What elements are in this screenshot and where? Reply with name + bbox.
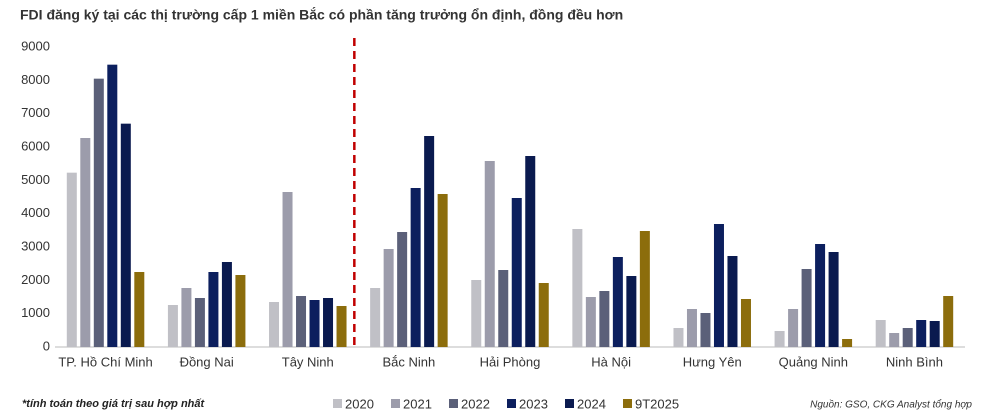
legend-swatch bbox=[449, 399, 458, 408]
legend-label: 2022 bbox=[461, 396, 490, 411]
bar bbox=[410, 188, 421, 347]
y-tick-label: 4000 bbox=[21, 205, 50, 220]
y-tick-label: 5000 bbox=[21, 172, 50, 187]
x-tick-label: Đồng Nai bbox=[180, 354, 234, 369]
legend-swatch bbox=[623, 399, 632, 408]
x-tick-label: Hải Phòng bbox=[480, 354, 541, 369]
bar bbox=[626, 276, 637, 347]
bar bbox=[383, 249, 394, 347]
x-tick-label: Tây Ninh bbox=[282, 354, 334, 369]
bar bbox=[134, 272, 145, 347]
x-tick-label: Quảng Ninh bbox=[779, 354, 848, 369]
bar bbox=[120, 123, 131, 348]
bar bbox=[599, 291, 610, 347]
legend-label: 9T2025 bbox=[635, 396, 679, 411]
y-tick-label: 8000 bbox=[21, 72, 50, 87]
bar bbox=[323, 298, 334, 347]
bar bbox=[437, 194, 448, 347]
y-tick-label: 0 bbox=[43, 338, 50, 353]
bar bbox=[902, 328, 913, 347]
bar bbox=[639, 231, 650, 347]
chart-title: FDI đăng ký tại các thị trường cấp 1 miề… bbox=[20, 6, 623, 23]
x-tick-label: TP. Hồ Chí Minh bbox=[58, 354, 152, 369]
bar bbox=[842, 339, 853, 347]
legend-label: 2023 bbox=[519, 396, 548, 411]
y-tick-label: 2000 bbox=[21, 272, 50, 287]
bar bbox=[713, 224, 724, 347]
bar bbox=[484, 161, 495, 347]
source: Nguồn: GSO, CKG Analyst tổng hợp bbox=[810, 399, 972, 411]
bar bbox=[774, 331, 785, 347]
y-tick-label: 6000 bbox=[21, 138, 50, 153]
bar bbox=[815, 244, 826, 347]
bar bbox=[370, 288, 381, 347]
bar bbox=[612, 257, 623, 347]
bar bbox=[828, 252, 839, 347]
bar bbox=[740, 299, 751, 347]
legend-label: 2024 bbox=[577, 396, 606, 411]
legend-label: 2021 bbox=[403, 396, 432, 411]
bar bbox=[194, 298, 205, 347]
bar bbox=[538, 283, 549, 347]
bar bbox=[875, 320, 886, 347]
bar bbox=[424, 136, 435, 347]
legend-label: 2020 bbox=[345, 396, 374, 411]
bar bbox=[336, 306, 347, 347]
bar bbox=[511, 198, 522, 347]
bar bbox=[943, 296, 954, 347]
y-tick-label: 1000 bbox=[21, 305, 50, 320]
bar bbox=[296, 296, 307, 347]
bar bbox=[801, 269, 812, 347]
bar bbox=[107, 64, 118, 348]
bar bbox=[80, 138, 91, 347]
y-tick-label: 3000 bbox=[21, 238, 50, 253]
bar bbox=[309, 300, 320, 347]
bar bbox=[221, 262, 232, 347]
bar bbox=[673, 328, 684, 347]
bar bbox=[269, 302, 280, 347]
bar bbox=[181, 288, 192, 347]
bar bbox=[282, 192, 293, 347]
bar bbox=[471, 280, 482, 347]
x-tick-label: Bắc Ninh bbox=[383, 354, 436, 369]
legend-swatch bbox=[507, 399, 516, 408]
x-tick-label: Ninh Bình bbox=[886, 354, 943, 369]
x-tick-label: Hà Nội bbox=[591, 354, 631, 369]
bar bbox=[585, 297, 596, 347]
bar bbox=[572, 229, 583, 347]
bar bbox=[525, 156, 536, 347]
bar bbox=[93, 78, 104, 348]
bar bbox=[208, 272, 219, 347]
bar bbox=[167, 305, 178, 347]
bar bbox=[889, 333, 900, 347]
bar bbox=[700, 313, 711, 347]
x-tick-label: Hưng Yên bbox=[683, 354, 742, 369]
legend-swatch bbox=[565, 399, 574, 408]
bar bbox=[66, 172, 77, 347]
bar bbox=[727, 256, 738, 347]
bar bbox=[498, 270, 509, 347]
bar bbox=[916, 320, 927, 347]
legend-swatch bbox=[333, 399, 342, 408]
legend-swatch bbox=[391, 399, 400, 408]
y-tick-label: 7000 bbox=[21, 105, 50, 120]
bar bbox=[788, 309, 799, 347]
bar bbox=[235, 275, 246, 347]
footnote: *tính toán theo giá trị sau hợp nhất bbox=[22, 398, 205, 410]
y-tick-label: 9000 bbox=[21, 38, 50, 53]
bar bbox=[929, 321, 940, 347]
bar bbox=[397, 232, 408, 347]
bar bbox=[686, 309, 697, 347]
